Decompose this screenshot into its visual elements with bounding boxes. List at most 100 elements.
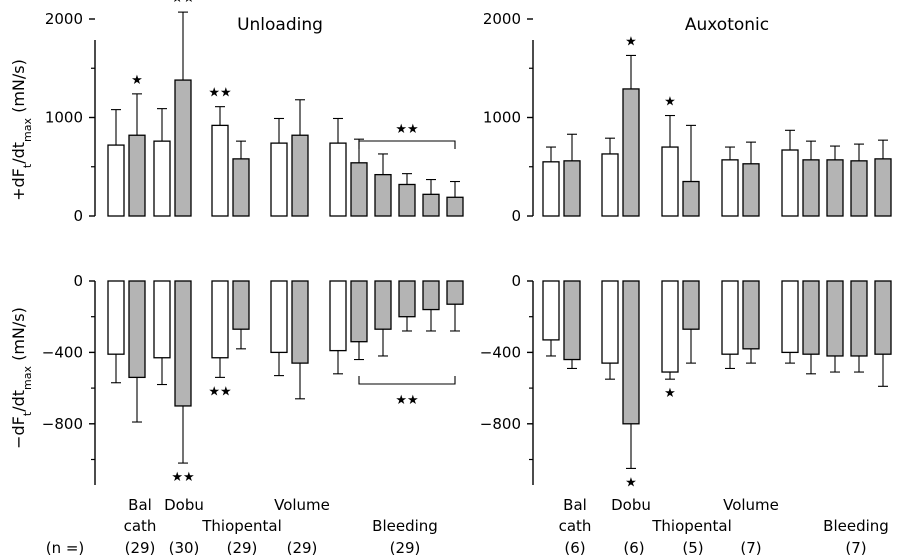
group-labels-right: Bal cath Dobu Thiopental Volume Bleeding xyxy=(559,496,889,535)
bar xyxy=(850,160,868,217)
bar xyxy=(398,183,416,217)
n-value: (6) xyxy=(564,539,585,557)
bar xyxy=(542,280,560,341)
bar xyxy=(622,280,640,425)
group-label-bal: Bal xyxy=(563,496,587,514)
n-value: (29) xyxy=(227,539,258,557)
n-row: (n =) (29) (30) (29) (29) (29) (6) (6) (… xyxy=(46,539,867,557)
n-value: (30) xyxy=(169,539,200,557)
group-label-dobu: Dobu xyxy=(164,496,204,514)
bar xyxy=(350,162,368,217)
bar xyxy=(682,280,700,330)
y-axis-label-top: +dFt/dtmax (mN/s) xyxy=(9,59,34,201)
group-label-thiopental: Thiopental xyxy=(201,517,282,535)
significance-bracket xyxy=(358,140,456,149)
bar xyxy=(742,163,760,217)
bar xyxy=(291,280,309,364)
bar xyxy=(128,134,146,217)
bar xyxy=(542,161,560,217)
bar xyxy=(563,160,581,217)
bar xyxy=(422,193,440,217)
bar xyxy=(661,280,679,373)
significance-marker: ★ xyxy=(131,73,143,88)
bar xyxy=(721,159,739,217)
y-tick-label: 2000 xyxy=(45,10,83,28)
y-tick-label: 0 xyxy=(73,272,83,290)
significance-marker: ★ xyxy=(664,95,676,110)
group-label-bal: Bal xyxy=(128,496,152,514)
n-value: (7) xyxy=(845,539,866,557)
bracket-label: ★★ xyxy=(395,393,418,408)
bar xyxy=(153,280,171,359)
bar xyxy=(446,280,464,305)
bar xyxy=(742,280,760,350)
bar xyxy=(826,280,844,357)
y-tick-label: 0 xyxy=(511,207,521,225)
y-tick-label: 0 xyxy=(511,272,521,290)
auxotonic-title: Auxotonic xyxy=(685,15,769,35)
bar xyxy=(374,280,392,330)
significance-marker: ★ xyxy=(625,34,637,49)
group-label-cath: cath xyxy=(124,517,157,535)
n-value: (5) xyxy=(682,539,703,557)
bar xyxy=(781,280,799,354)
bar xyxy=(802,280,820,355)
bar xyxy=(211,124,229,217)
bar xyxy=(563,280,581,361)
significance-bracket xyxy=(358,376,456,385)
significance-marker: ★ xyxy=(625,475,637,490)
group-label-bleeding: Bleeding xyxy=(372,517,438,535)
bar xyxy=(270,280,288,354)
bar xyxy=(107,144,125,217)
bar xyxy=(850,280,868,357)
bar xyxy=(661,146,679,217)
group-labels-left: Bal cath Dobu Thiopental Volume Bleeding xyxy=(124,496,438,535)
bar xyxy=(350,280,368,343)
n-value: (29) xyxy=(125,539,156,557)
n-value: (29) xyxy=(390,539,421,557)
bar xyxy=(232,280,250,330)
panel: 0 −400 −800 ★★ ★★ ★★ xyxy=(42,272,464,485)
bar xyxy=(601,153,619,217)
bar xyxy=(232,158,250,217)
n-value: (7) xyxy=(740,539,761,557)
y-tick-label: 0 xyxy=(73,207,83,225)
bar xyxy=(270,142,288,217)
significance-marker: ★★ xyxy=(208,86,231,101)
bar xyxy=(446,196,464,217)
bar xyxy=(329,142,347,217)
bracket-label: ★★ xyxy=(395,122,418,137)
y-tick-label: 1000 xyxy=(45,109,83,127)
y-tick-label: −800 xyxy=(42,415,83,433)
group-label-cath: cath xyxy=(559,517,592,535)
group-label-volume: Volume xyxy=(274,496,330,514)
significance-marker: ★★ xyxy=(171,0,194,6)
bar xyxy=(211,280,229,359)
bar xyxy=(874,280,892,355)
bar xyxy=(128,280,146,379)
significance-marker: ★★ xyxy=(171,470,194,485)
n-label: (n =) xyxy=(46,539,85,557)
bar xyxy=(374,173,392,217)
significance-marker: ★ xyxy=(664,386,676,401)
bar xyxy=(721,280,739,355)
group-label-dobu: Dobu xyxy=(611,496,651,514)
y-tick-label: 1000 xyxy=(483,109,521,127)
n-value: (29) xyxy=(287,539,318,557)
bar xyxy=(622,88,640,217)
bar xyxy=(826,159,844,217)
y-tick-label: 2000 xyxy=(483,10,521,28)
group-label-volume: Volume xyxy=(723,496,779,514)
bar xyxy=(874,158,892,217)
panel: 0 −400 −800 ★ ★ xyxy=(480,272,892,490)
chart-panels: 010002000★★★★★★★0−400−800★★★★★★010002000… xyxy=(42,0,892,490)
bar xyxy=(781,149,799,217)
bar xyxy=(802,159,820,217)
bar xyxy=(329,280,347,352)
significance-marker: ★★ xyxy=(208,384,231,399)
bar xyxy=(174,280,192,407)
y-tick-label: −400 xyxy=(42,343,83,361)
n-value: (6) xyxy=(623,539,644,557)
